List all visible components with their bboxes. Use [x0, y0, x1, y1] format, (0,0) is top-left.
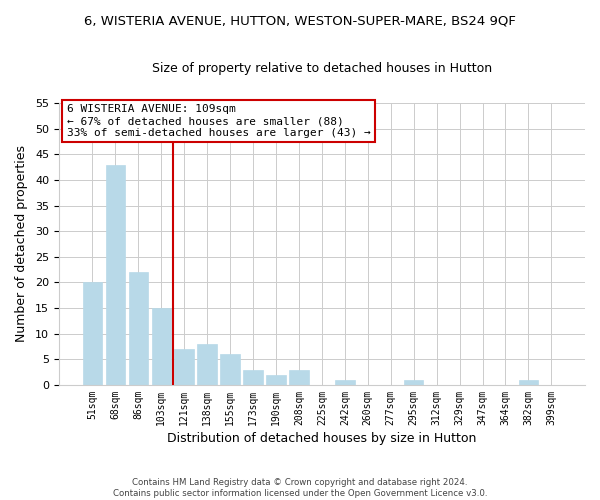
Text: 6 WISTERIA AVENUE: 109sqm
← 67% of detached houses are smaller (88)
33% of semi-: 6 WISTERIA AVENUE: 109sqm ← 67% of detac…	[67, 104, 370, 138]
Bar	[518, 380, 538, 385]
Bar	[175, 349, 194, 385]
Bar	[244, 370, 263, 385]
Y-axis label: Number of detached properties: Number of detached properties	[15, 146, 28, 342]
Bar	[220, 354, 240, 385]
Bar	[128, 272, 148, 385]
Text: 6, WISTERIA AVENUE, HUTTON, WESTON-SUPER-MARE, BS24 9QF: 6, WISTERIA AVENUE, HUTTON, WESTON-SUPER…	[84, 15, 516, 28]
Bar	[266, 374, 286, 385]
Text: Contains HM Land Registry data © Crown copyright and database right 2024.
Contai: Contains HM Land Registry data © Crown c…	[113, 478, 487, 498]
X-axis label: Distribution of detached houses by size in Hutton: Distribution of detached houses by size …	[167, 432, 476, 445]
Title: Size of property relative to detached houses in Hutton: Size of property relative to detached ho…	[152, 62, 492, 76]
Bar	[106, 164, 125, 385]
Bar	[197, 344, 217, 385]
Bar	[289, 370, 309, 385]
Bar	[152, 308, 171, 385]
Bar	[335, 380, 355, 385]
Bar	[83, 282, 102, 385]
Bar	[404, 380, 424, 385]
